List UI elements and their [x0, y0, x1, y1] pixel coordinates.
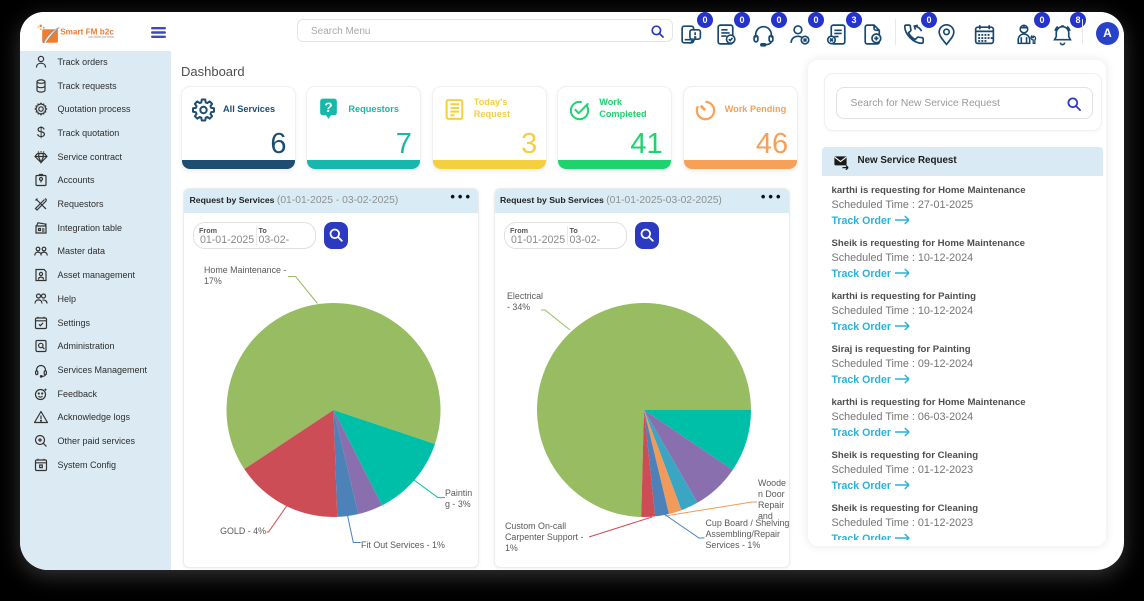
svg-text:Smart FM b2c: Smart FM b2c — [60, 27, 114, 36]
svg-text:smart facilities good services: smart facilities good services — [88, 35, 114, 39]
svg-text:?: ? — [325, 100, 333, 115]
